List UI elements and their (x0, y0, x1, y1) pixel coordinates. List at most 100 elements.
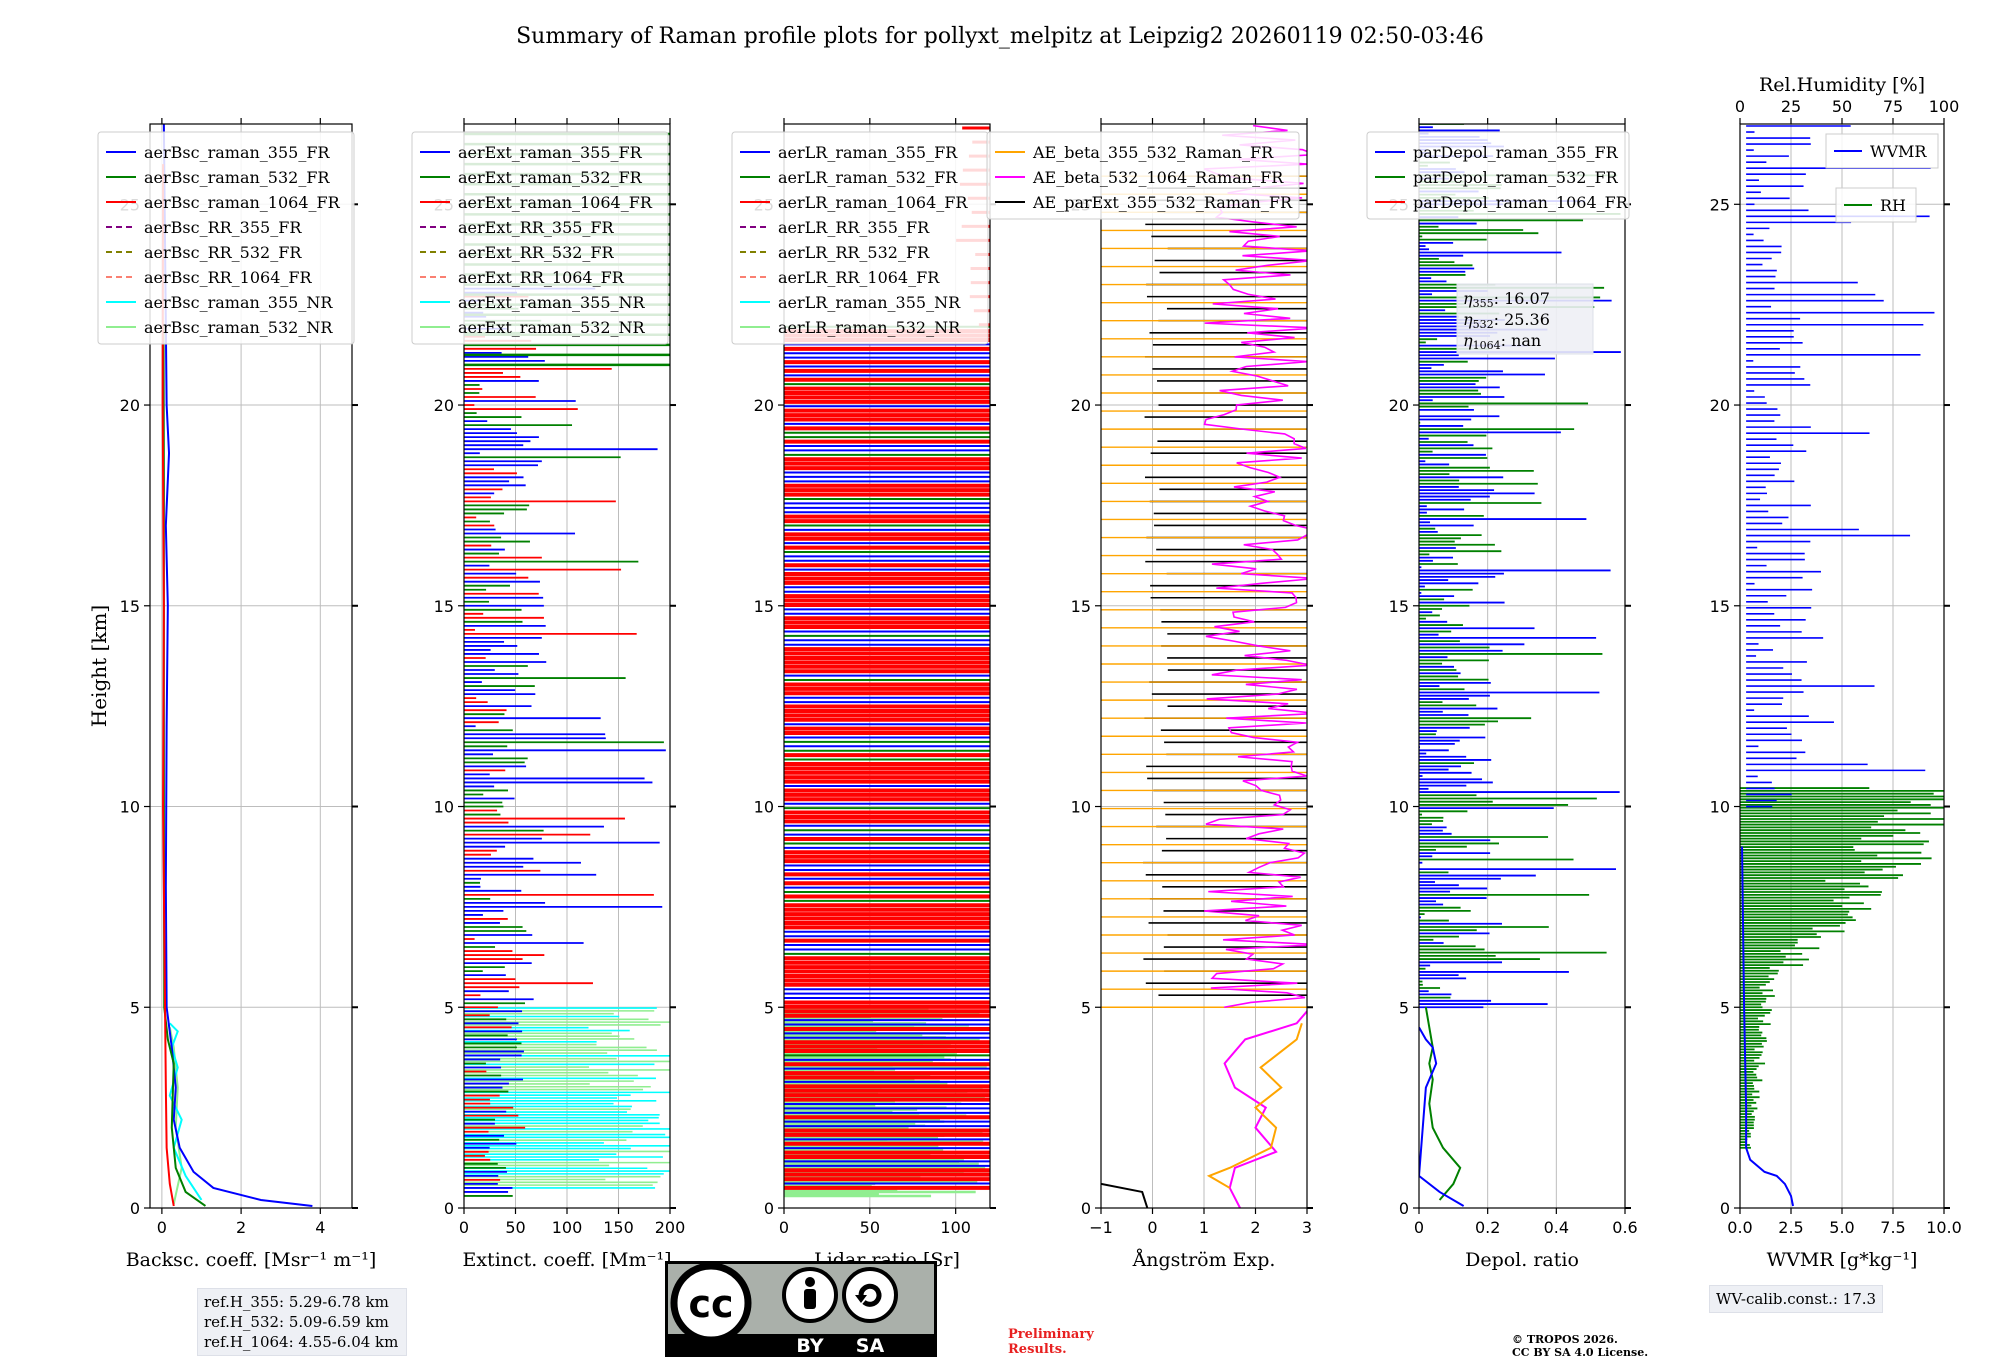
series-WVMR (1741, 846, 1795, 1207)
x-tick-label: 10.0 (1926, 1218, 1962, 1237)
x-tick-label: 100 (940, 1218, 971, 1237)
x-tick-label: 200 (655, 1218, 686, 1237)
legend-label: aerExt_RR_355_FR (458, 218, 615, 237)
legend-label: WVMR (1870, 142, 1927, 161)
top-x-tick-label: 75 (1883, 97, 1903, 116)
legend-label: aerLR_raman_355_NR (778, 293, 961, 312)
x-tick-label: 50 (860, 1218, 880, 1237)
series-parDepol_raman_355_FR (1419, 1026, 1465, 1207)
legend-label: parDepol_raman_355_FR (1413, 143, 1619, 162)
x-tick-label: 0 (779, 1218, 789, 1237)
panel-wv: 0 5 10 15 20 25 0.0 2.5 5.0 7.5 10.0 WVMR [g*kg⁻¹] 0… (1710, 74, 1962, 1271)
y-tick-label: 5 (764, 998, 774, 1017)
x-tick-label: 2 (236, 1218, 246, 1237)
top-x-tick-label: 0 (1735, 97, 1745, 116)
x-tick-label: 0.2 (1475, 1218, 1500, 1237)
y-axis-label: Height [km] (87, 605, 111, 727)
axes-frame (1418, 123, 1626, 1209)
x-tick-label: 5.0 (1829, 1218, 1854, 1237)
y-tick-label: 0 (444, 1199, 454, 1218)
y-tick-label: 5 (444, 998, 454, 1017)
y-tick-label: 15 (1389, 597, 1409, 616)
y-tick-label: 0 (1399, 1199, 1409, 1218)
ref-height-1064: ref.H_1064: 4.55-6.04 km (204, 1333, 399, 1351)
legend-box (1366, 131, 1630, 220)
ref-height-532: ref.H_532: 5.09-6.59 km (204, 1313, 389, 1331)
x-tick-label: 0.0 (1727, 1218, 1752, 1237)
legend-label: aerBsc_raman_532_FR (144, 168, 330, 187)
legend-label: aerBsc_raman_1064_FR (144, 193, 341, 212)
top-x-tick-label: 50 (1832, 97, 1852, 116)
figure-title: Summary of Raman profile plots for polly… (516, 24, 1484, 49)
x-tick-label: 0 (1147, 1218, 1157, 1237)
plot-area-ae (1101, 124, 1307, 1208)
cc-label: cc (688, 1282, 733, 1326)
x-axis-label: Extinct. coeff. [Mm⁻¹] (462, 1249, 671, 1271)
x-tick-label: 0 (459, 1218, 469, 1237)
legend-label: aerLR_raman_532_FR (778, 168, 958, 187)
x-tick-label: 2 (1250, 1218, 1260, 1237)
legend-label: aerLR_raman_355_FR (778, 143, 958, 162)
sa-share-icon (842, 1267, 898, 1323)
x-tick-label: 50 (505, 1218, 525, 1237)
legend-label: aerLR_raman_532_NR (778, 318, 961, 337)
legend-box (411, 131, 669, 345)
x-tick-label: 100 (552, 1218, 583, 1237)
axes-frame (149, 123, 353, 1209)
y-tick-label: 20 (434, 396, 454, 415)
panel-lr: 0510152025050100Lidar ratio [Sr]aerLR_ra… (731, 118, 996, 1271)
series-parDepol_raman_532_FR (1424, 1007, 1462, 1201)
series-AE_parExt_355_532_Raman_FR (1101, 1182, 1149, 1208)
y-tick-label: 10 (1071, 798, 1091, 817)
y-tick-label: 5 (1720, 998, 1730, 1017)
y-tick-label: 25 (1710, 195, 1730, 214)
x-tick-label: 0 (157, 1218, 167, 1237)
legend-label: aerExt_RR_1064_FR (458, 268, 625, 287)
y-tick-label: 20 (1710, 396, 1730, 415)
series-aerBsc_raman_355_NR (168, 1022, 203, 1201)
y-tick-label: 20 (1071, 396, 1091, 415)
y-tick-label: 10 (434, 798, 454, 817)
legend-label: aerExt_RR_532_FR (458, 243, 615, 262)
legend-label: aerBsc_raman_355_NR (144, 293, 333, 312)
eta-value: η532: 25.36 (1463, 310, 1550, 331)
legend-label: aerBsc_RR_355_FR (144, 218, 302, 237)
x-axis-label: WVMR [g*kg⁻¹] (1767, 1249, 1918, 1271)
legend-box (97, 131, 355, 345)
legend-label: aerExt_raman_1064_FR (458, 193, 653, 212)
y-tick-label: 20 (120, 396, 140, 415)
by-label: BY (796, 1335, 823, 1357)
y-tick-label: 5 (1399, 998, 1409, 1017)
ref-height-355: ref.H_355: 5.29-6.78 km (204, 1293, 389, 1311)
y-tick-label: 15 (1710, 597, 1730, 616)
x-tick-label: 7.5 (1880, 1218, 1905, 1237)
series-AE_beta_532_1064_Raman_FR (1223, 1010, 1307, 1208)
y-tick-label: 5 (1081, 998, 1091, 1017)
y-tick-label: 10 (1389, 798, 1409, 817)
legend-label: aerExt_raman_532_FR (458, 168, 643, 187)
plot-area-wv (1740, 124, 1944, 1208)
reference-height-box: ref.H_355: 5.29-6.78 km ref.H_532: 5.09-… (197, 1288, 407, 1356)
legend-label: aerLR_RR_355_FR (778, 218, 930, 237)
y-tick-label: 20 (1389, 396, 1409, 415)
legend-label: AE_parExt_355_532_Raman_FR (1032, 193, 1293, 212)
y-tick-label: 0 (764, 1199, 774, 1218)
x-tick-label: 2.5 (1778, 1218, 1803, 1237)
top-x-tick-label: 100 (1929, 97, 1960, 116)
x-tick-label: 150 (603, 1218, 634, 1237)
legend-label: aerLR_raman_1064_FR (778, 193, 968, 212)
x-axis-label: Backsc. coeff. [Msr⁻¹ m⁻¹] (126, 1249, 377, 1271)
panel-bsc: 0510152025024Backsc. coeff. [Msr⁻¹ m⁻¹]a… (97, 118, 377, 1271)
legend-box (731, 131, 989, 345)
y-tick-label: 15 (1071, 597, 1091, 616)
legend-label: parDepol_raman_532_FR (1413, 168, 1619, 187)
sa-label: SA (856, 1335, 885, 1357)
series-AE_beta_355_532_Raman_FR (1206, 1023, 1303, 1189)
x-axis-label: Depol. ratio (1465, 1249, 1579, 1271)
eta-value: η1064: nan (1463, 331, 1541, 352)
x-tick-label: 3 (1302, 1218, 1312, 1237)
plot-area-lr (784, 124, 990, 1208)
top-x-tick-label: 25 (1781, 97, 1801, 116)
eta-value: η355: 16.07 (1463, 289, 1550, 310)
